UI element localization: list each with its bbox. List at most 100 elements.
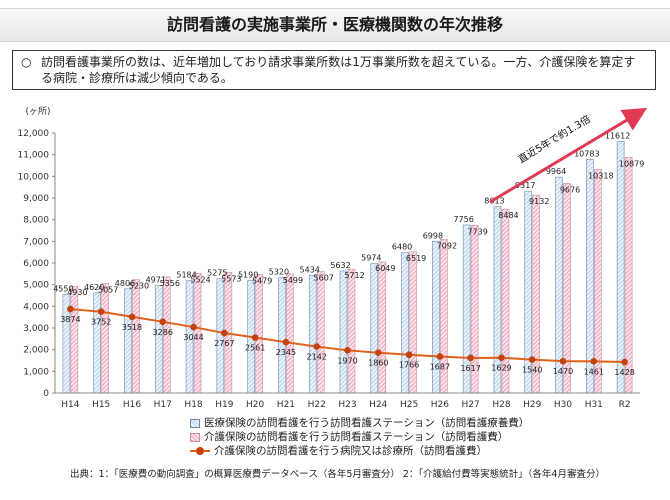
data-label-care-station: 5524 [190, 275, 210, 284]
data-label-medical-station: 9964 [546, 167, 566, 176]
bar-medical-station [401, 252, 409, 394]
x-tick-label: H15 [92, 400, 110, 410]
x-tick-label: H19 [215, 400, 233, 410]
line-point-hospital-clinic [190, 323, 197, 331]
bar-care-station [316, 271, 325, 394]
line-point-hospital-clinic [467, 354, 474, 362]
line-point-hospital-clinic [67, 305, 74, 313]
data-label-care-station: 9676 [560, 185, 580, 194]
bar-care-station [347, 268, 356, 394]
data-label-hospital-clinic: 3518 [122, 323, 142, 332]
line-series-group: 3874 3752 3518 3286 3044 2767 2561 2345 2142 1970… [60, 305, 635, 377]
x-tick-label: H25 [400, 400, 418, 410]
data-label-hospital-clinic: 1970 [337, 356, 357, 365]
bar-medical-station [586, 159, 594, 394]
legend-label-hospital-clinic: 介護保険の訪問看護を行う病院又は診療所（訪問看護費） [214, 445, 487, 457]
data-label-care-station: 5499 [283, 276, 303, 285]
bar-care-station [101, 283, 109, 394]
y-tick-label: 3,000 [23, 324, 49, 334]
x-tick-label: H21 [277, 400, 295, 410]
line-point-hospital-clinic [128, 313, 136, 321]
data-label-medical-station: 5632 [330, 261, 350, 270]
data-label-hospital-clinic: 2767 [214, 339, 234, 348]
y-tick-label: 0 [43, 389, 49, 399]
x-tick-label: H29 [523, 400, 541, 410]
annual-trend-chart: (ヶ所) 0 1,000 2,000 3,000 4,000 5,000 6,000 7,00… [18, 106, 648, 410]
page-title: 訪問看護の実施事業所・医療機関数の年次推移 [0, 8, 670, 42]
x-tick-label: H20 [246, 400, 264, 410]
y-tick-label: 7,000 [23, 237, 49, 247]
data-label-medical-station: 11612 [605, 131, 630, 140]
data-label-medical-station: 10783 [574, 149, 599, 158]
x-tick-label: H23 [338, 400, 356, 410]
data-label-hospital-clinic: 3874 [60, 315, 80, 324]
data-label-medical-station: 4971 [146, 275, 166, 284]
bar-care-station [132, 279, 140, 394]
data-label-care-station: 4930 [67, 288, 87, 297]
data-label-care-station: 5230 [129, 282, 149, 291]
data-label-medical-station: 6998 [423, 231, 443, 240]
data-label-care-station: 6049 [375, 264, 395, 273]
data-label-hospital-clinic: 1540 [522, 366, 542, 375]
data-label-medical-station: 5190 [238, 271, 258, 280]
legend-item-medical-station: 医療保険の訪問看護を行う訪問看護ステーション（訪問看護療養費） [190, 416, 529, 430]
line-point-hospital-clinic [528, 356, 536, 363]
x-tick-label: H30 [554, 400, 572, 410]
line-point-hospital-clinic [282, 338, 290, 346]
data-label-care-station: 5479 [252, 276, 272, 285]
legend-swatch-blue [190, 418, 200, 428]
line-point-hospital-clinic [621, 358, 628, 366]
legend-label-care-station: 介護保険の訪問看護を行う訪問看護ステーション（訪問看護費） [204, 431, 509, 443]
data-label-medical-station: 5320 [269, 268, 289, 277]
data-label-hospital-clinic: 1629 [491, 364, 511, 373]
x-tick-label: H16 [123, 400, 141, 410]
x-tick-label: H18 [184, 400, 202, 410]
data-label-care-station: 5712 [344, 271, 364, 280]
y-tick-label: 1,000 [23, 367, 49, 377]
summary-marker: ○ [21, 55, 32, 69]
y-tick-label: 5,000 [23, 281, 49, 291]
data-label-hospital-clinic: 3044 [183, 333, 203, 342]
growth-arrow [489, 107, 648, 204]
x-tick-label: H22 [308, 400, 326, 410]
line-point-hospital-clinic [436, 353, 444, 360]
data-label-care-station: 7092 [437, 241, 457, 250]
legend-label-medical-station: 医療保険の訪問看護を行う訪問看護ステーション（訪問看護療養費） [204, 417, 530, 429]
y-axis: 0 1,000 2,000 3,000 4,000 5,000 6,000 7,000 8,00… [18, 129, 56, 399]
x-axis: H14 H15 H16 H17 H18 H19 H20 H21 H22 H23 H24 H25 H26 H… [55, 392, 640, 410]
data-label-hospital-clinic: 2345 [276, 348, 296, 357]
summary-text: 訪問看護事業所の数は、近年増加しており請求事業所数は1万事業所数を超えている。一… [41, 55, 636, 85]
legend-item-care-station: 介護保険の訪問看護を行う訪問看護ステーション（訪問看護費） [190, 430, 529, 444]
data-label-hospital-clinic: 1470 [553, 367, 573, 376]
data-label-hospital-clinic: 1617 [460, 364, 480, 373]
bar-care-station [532, 194, 541, 394]
bar-medical-station [370, 263, 379, 394]
bars-group [62, 141, 633, 394]
bar-medical-station [339, 270, 348, 394]
data-label-care-station: 6519 [406, 254, 426, 263]
bar-medical-station [93, 292, 101, 394]
data-label-care-station: 5607 [314, 274, 334, 283]
data-label-hospital-clinic: 1687 [430, 362, 450, 371]
line-point-hospital-clinic [221, 329, 228, 337]
data-label-medical-station: 6480 [392, 243, 412, 252]
x-tick-label: H26 [431, 400, 449, 410]
bar-medical-station [308, 274, 317, 394]
x-tick-label: H28 [492, 400, 510, 410]
data-label-care-station: 10318 [588, 171, 613, 180]
bar-care-station [378, 261, 387, 394]
line-point-hospital-clinic [590, 358, 598, 365]
bar-care-station [286, 273, 294, 394]
summary-box: ○ 訪問看護事業所の数は、近年増加しており請求事業所数は1万事業所数を超えている… [12, 50, 656, 90]
bar-medical-station [278, 277, 286, 394]
y-tick-label: 9,000 [23, 194, 49, 204]
bar-care-station [409, 251, 417, 394]
line-point-hospital-clinic [344, 347, 351, 354]
legend-swatch-pink [190, 432, 200, 442]
data-label-care-station: 9132 [529, 197, 549, 206]
y-tick-label: 11,000 [18, 151, 50, 161]
data-label-care-station: 8484 [498, 211, 518, 220]
data-label-care-station: 10879 [619, 159, 644, 168]
bar-labels-group: 4550493046205057480652304971535651845524… [53, 131, 644, 297]
y-tick-label: 8,000 [23, 216, 49, 226]
